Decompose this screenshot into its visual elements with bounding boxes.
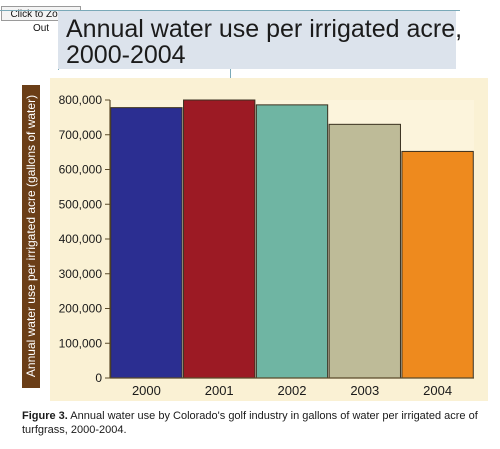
y-tick-label: 0 — [95, 371, 102, 385]
title-band — [58, 11, 456, 69]
bar-2003 — [328, 123, 401, 379]
bar-2004 — [401, 150, 474, 379]
bar-2001 — [183, 99, 256, 379]
chart-panel: 0 100,000 200,000 300,000 400,000 500,000 600,… — [50, 78, 488, 401]
figure-caption: Figure 3. Annual water use by Colorado's… — [22, 409, 490, 437]
y-axis-label: Annual water use per irrigated acre (gal… — [24, 94, 38, 378]
y-tick-label: 800,000 — [59, 93, 103, 107]
y-tick-label: 600,000 — [59, 163, 103, 177]
bar-2002 — [255, 104, 329, 379]
x-tick-label: 2001 — [205, 383, 234, 398]
y-tick-label: 700,000 — [59, 128, 103, 142]
x-tick-label: 2002 — [278, 383, 307, 398]
y-tick-label: 500,000 — [59, 197, 103, 211]
bar-2000 — [110, 107, 183, 379]
x-tick-label: 2004 — [423, 383, 452, 398]
bar-chart: 0 100,000 200,000 300,000 400,000 500,000 600,… — [59, 93, 474, 398]
y-tick-label: 200,000 — [59, 302, 103, 316]
caption-text: Annual water use by Colorado's golf indu… — [22, 410, 478, 436]
x-tick-label: 2003 — [350, 383, 379, 398]
chart-title: Annual water use per irrigated acre, 200… — [66, 15, 463, 69]
y-tick-label: 300,000 — [59, 267, 103, 281]
y-tick-label: 400,000 — [59, 232, 103, 246]
caption-label: Figure 3. — [22, 410, 68, 422]
x-tick-label: 2000 — [132, 383, 161, 398]
y-tick-label: 100,000 — [59, 336, 103, 350]
y-axis-label-box — [22, 85, 40, 388]
